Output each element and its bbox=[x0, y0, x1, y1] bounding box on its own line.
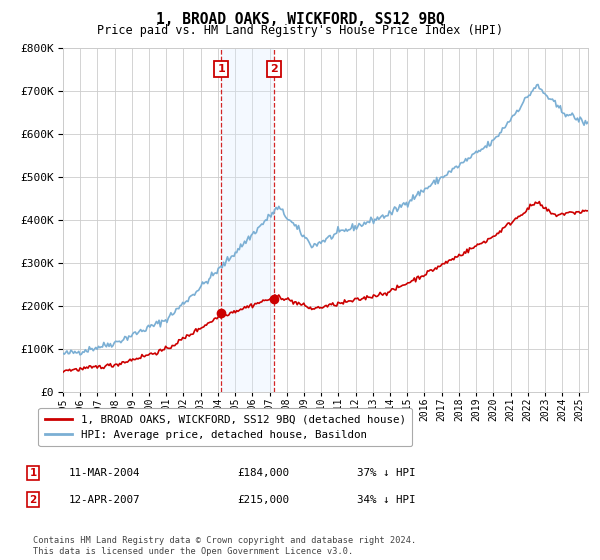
Text: £215,000: £215,000 bbox=[237, 494, 289, 505]
Text: Contains HM Land Registry data © Crown copyright and database right 2024.
This d: Contains HM Land Registry data © Crown c… bbox=[33, 536, 416, 556]
Text: 37% ↓ HPI: 37% ↓ HPI bbox=[357, 468, 415, 478]
Text: Price paid vs. HM Land Registry's House Price Index (HPI): Price paid vs. HM Land Registry's House … bbox=[97, 24, 503, 37]
Text: 12-APR-2007: 12-APR-2007 bbox=[69, 494, 140, 505]
Text: £184,000: £184,000 bbox=[237, 468, 289, 478]
Text: 11-MAR-2004: 11-MAR-2004 bbox=[69, 468, 140, 478]
Bar bbox=[221, 48, 274, 392]
Text: 1, BROAD OAKS, WICKFORD, SS12 9BQ: 1, BROAD OAKS, WICKFORD, SS12 9BQ bbox=[155, 12, 445, 27]
Legend: 1, BROAD OAKS, WICKFORD, SS12 9BQ (detached house), HPI: Average price, detached: 1, BROAD OAKS, WICKFORD, SS12 9BQ (detac… bbox=[38, 408, 412, 446]
Text: 34% ↓ HPI: 34% ↓ HPI bbox=[357, 494, 415, 505]
Text: 1: 1 bbox=[29, 468, 37, 478]
Text: 2: 2 bbox=[29, 494, 37, 505]
Text: 1: 1 bbox=[217, 64, 225, 74]
Text: 2: 2 bbox=[271, 64, 278, 74]
